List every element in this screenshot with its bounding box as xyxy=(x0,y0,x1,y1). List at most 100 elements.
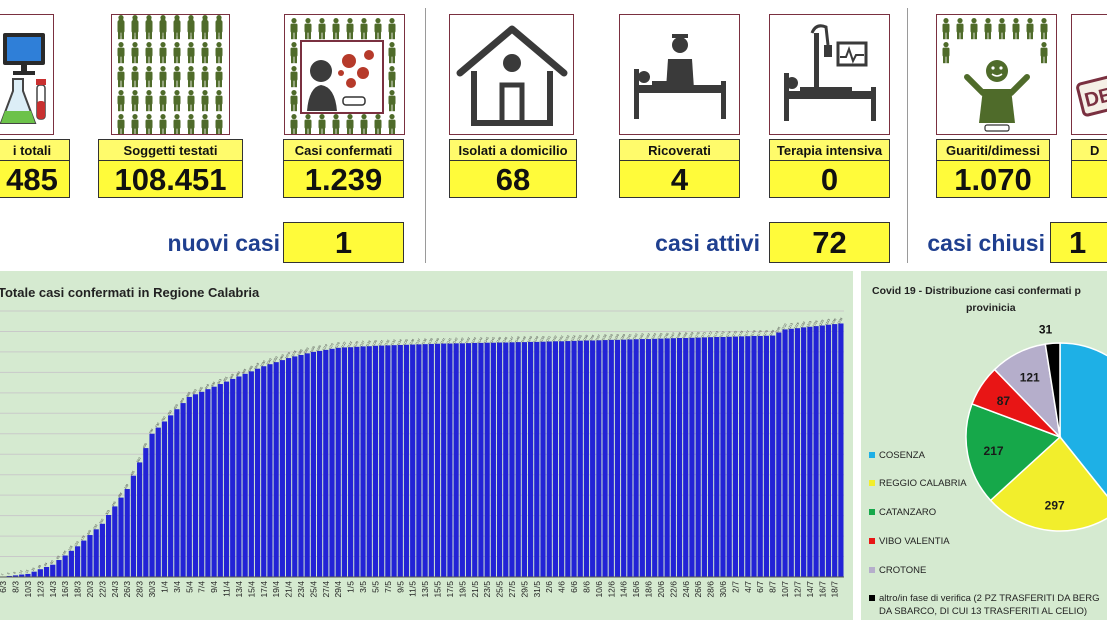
x-tick-label: 20/6 xyxy=(656,581,666,598)
bar-data-label: 260 xyxy=(98,518,104,525)
bar-data-label: 1165 xyxy=(657,332,664,340)
bar xyxy=(285,358,292,577)
bar-data-label: 1156 xyxy=(582,334,589,342)
bar xyxy=(261,366,267,577)
legend-item: REGGIO CALABRIA xyxy=(869,478,967,489)
x-tick-label: 18/7 xyxy=(830,581,840,598)
bar-data-label: 1161 xyxy=(626,333,633,341)
kpi-label-1: i totali xyxy=(0,139,70,161)
bar xyxy=(521,342,528,577)
bar xyxy=(211,386,217,577)
bar xyxy=(695,337,701,577)
bar-data-label: 1171 xyxy=(700,331,707,339)
bar xyxy=(112,506,118,577)
bar xyxy=(267,364,273,577)
x-tick-label: 13/5 xyxy=(420,581,430,598)
bar-data-label: 980 xyxy=(235,370,241,377)
x-tick-label: 17/4 xyxy=(259,581,269,598)
legend-label: COSENZA xyxy=(879,450,925,461)
x-tick-label: 2/6 xyxy=(544,581,554,593)
x-tick-label: 7/4 xyxy=(197,581,207,593)
x-tick-label: 15/5 xyxy=(433,581,443,598)
x-tick-label: 30/6 xyxy=(718,581,728,598)
x-tick-label: 8/3 xyxy=(11,581,21,593)
bar xyxy=(527,341,534,577)
x-tick-label: 10/6 xyxy=(594,581,604,598)
bar-data-label: 205 xyxy=(86,529,92,536)
bar-data-label: 1005 xyxy=(247,365,254,373)
bar xyxy=(770,335,776,577)
x-tick-label: 29/5 xyxy=(519,581,529,598)
bar xyxy=(354,346,360,577)
legend-swatch xyxy=(869,452,875,459)
pie-slice xyxy=(989,435,1107,532)
bar-data-label: 1157 xyxy=(595,334,602,342)
bar xyxy=(143,448,149,577)
bar-data-label: 1134 xyxy=(396,338,403,346)
bar xyxy=(422,344,428,577)
house-icon xyxy=(456,25,568,126)
kpi-label-7: Guariti/dimessi xyxy=(936,139,1050,161)
lab-computer-icon xyxy=(0,33,46,124)
legend-item: VIBO VALENTIA xyxy=(869,536,950,547)
x-tick-label: 20/3 xyxy=(85,581,95,598)
x-tick-label: 18/6 xyxy=(644,581,654,598)
legend-label: CATANZARO xyxy=(879,507,937,518)
bar xyxy=(68,550,74,577)
bar-data-label: 1141 xyxy=(446,337,453,345)
bar-data-label: 1130 xyxy=(371,339,378,347)
kpi-value-5: 4 xyxy=(619,160,740,198)
bar-data-label: 1168 xyxy=(681,331,688,339)
bar-data-label: 1123 xyxy=(346,341,353,349)
kpi-icon-frame-3 xyxy=(284,14,405,135)
bar xyxy=(31,571,37,577)
bar-data-label: 760 xyxy=(161,415,167,422)
bar-data-label: 1128 xyxy=(365,340,372,348)
kpi-icon-frame-1 xyxy=(0,14,54,135)
bar xyxy=(428,343,434,577)
bar xyxy=(56,560,62,577)
bar xyxy=(323,349,329,577)
kpi-value-3: 1.239 xyxy=(283,160,404,198)
bar xyxy=(714,336,720,577)
bar-data-label: 1133 xyxy=(390,339,397,347)
x-tick-label: 1/5 xyxy=(346,581,356,593)
bar-data-label: 345 xyxy=(111,500,117,507)
bar-data-label: 495 xyxy=(129,470,135,477)
pie-slice-label: 87 xyxy=(997,394,1011,408)
x-tick-label: 22/3 xyxy=(97,581,107,598)
bar-data-label: 1195 xyxy=(775,326,782,334)
bar xyxy=(490,342,496,577)
summary-label-chiusi: casi chiusi xyxy=(927,230,1045,256)
bar xyxy=(664,338,670,577)
kpi-label-5: Ricoverati xyxy=(619,139,740,161)
bar-data-label: 1172 xyxy=(706,331,713,339)
x-tick-label: 8/6 xyxy=(581,581,591,593)
kpi-label-3: Casi confermati xyxy=(283,139,404,161)
bar xyxy=(403,344,410,577)
bar-data-label: 1070 xyxy=(284,351,291,359)
bar-data-label: 905 xyxy=(198,386,204,393)
bar-data-label: 968 xyxy=(229,373,235,380)
x-tick-label: 24/3 xyxy=(110,581,120,598)
bar-data-label: 1213 xyxy=(787,322,794,330)
bar xyxy=(559,341,565,577)
bar xyxy=(596,340,602,577)
x-tick-label: 24/6 xyxy=(681,581,691,598)
bar xyxy=(118,497,124,577)
bar-data-label: 1 xyxy=(0,572,4,576)
bar xyxy=(453,343,459,577)
bar-data-label: 1236 xyxy=(830,317,837,325)
bar-data-label: 955 xyxy=(223,376,229,383)
bar-data-label: 1216 xyxy=(793,321,800,329)
bar-data-label: 893 xyxy=(192,388,198,395)
bar-data-label: 1139 xyxy=(427,337,434,345)
bar-data-label: 1156 xyxy=(588,334,595,342)
x-tick-label: 1/4 xyxy=(159,581,169,593)
bar xyxy=(838,323,844,577)
bar xyxy=(583,340,590,577)
bar-data-label: 1177 xyxy=(743,330,750,338)
bar-data-label: 1120 xyxy=(334,341,341,349)
bar xyxy=(608,339,614,577)
bar-data-label: 1155 xyxy=(576,334,583,342)
